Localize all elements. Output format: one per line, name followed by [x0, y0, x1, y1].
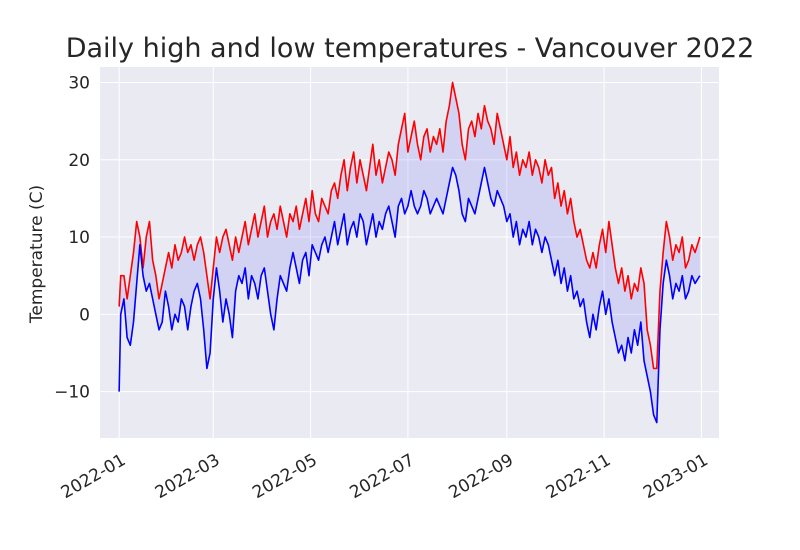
x-tick-label: 2022-07 — [347, 450, 419, 503]
x-tick-label: 2022-03 — [152, 450, 224, 503]
high-low-fill — [119, 82, 700, 423]
x-tick-label: 2022-01 — [58, 450, 130, 503]
y-tick-label: 20 — [68, 151, 90, 171]
series-line-low — [118, 166, 701, 424]
x-tick-label: 2022-11 — [543, 450, 615, 503]
plot-area: −10 0 10 20 30 2022-01 2022-03 2022-05 2022-07 20… — [54, 67, 719, 503]
y-tick-label: 0 — [79, 305, 90, 325]
y-axis-label: Temperature (C) — [27, 185, 47, 324]
chart-title: Daily high and low temperatures - Vancou… — [66, 33, 755, 64]
x-tick-label: 2022-09 — [445, 450, 517, 503]
y-tick-label: 30 — [68, 73, 90, 93]
x-tick-label: 2022-05 — [249, 450, 321, 503]
y-tick-label: 10 — [68, 228, 90, 248]
y-tick-label: −10 — [54, 383, 90, 403]
series-line-high — [118, 81, 701, 370]
x-tick-label: 2023-01 — [640, 450, 712, 503]
